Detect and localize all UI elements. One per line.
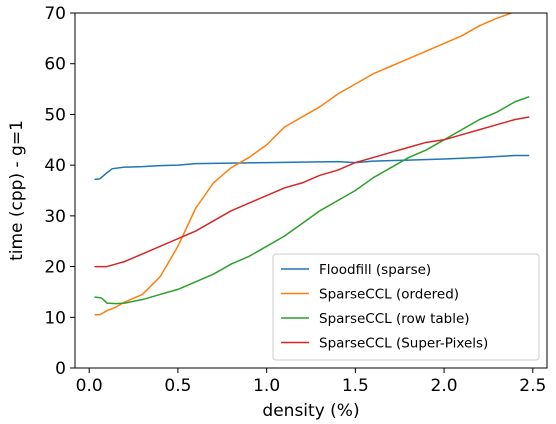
y-tick-label: 30 xyxy=(44,207,66,227)
series-line-1 xyxy=(94,13,512,316)
y-tick-label: 40 xyxy=(44,156,66,176)
legend-label-2: SparseCCL (row table) xyxy=(319,311,470,327)
legend-box xyxy=(272,253,540,361)
y-tick-label: 0 xyxy=(55,359,66,379)
x-tick-label: 1.5 xyxy=(342,376,369,396)
series-line-0 xyxy=(94,154,530,181)
x-tick-label: 1.0 xyxy=(253,376,280,396)
y-tick-label: 60 xyxy=(44,55,66,75)
x-tick-label: 2.0 xyxy=(431,376,458,396)
legend-label-1: SparseCCL (ordered) xyxy=(319,287,459,303)
series-line-2 xyxy=(94,95,530,305)
y-tick-label: 20 xyxy=(44,258,66,278)
y-axis-title: time (cpp) - g=1 xyxy=(7,120,27,261)
x-tick-label: 0.5 xyxy=(164,376,191,396)
x-tick-label: 0.0 xyxy=(76,376,103,396)
series-line-3 xyxy=(94,116,530,268)
y-tick-label: 10 xyxy=(44,308,66,328)
plot-frame xyxy=(74,12,548,369)
axes-layer: 0.0 0.5 1.0 1.5 2.0 2.5 0 10 20 30 40 50 60 70 xyxy=(44,4,548,396)
legend: Floodfill (sparse) SparseCCL (ordered) Spa… xyxy=(272,253,540,361)
series-layer xyxy=(94,13,530,316)
legend-label-3: SparseCCL (Super-Pixels) xyxy=(319,336,488,352)
x-tick-label: 2.5 xyxy=(519,376,546,396)
y-tick-label: 50 xyxy=(44,105,66,125)
x-axis-title: density (%) xyxy=(262,401,359,421)
legend-label-0: Floodfill (sparse) xyxy=(319,262,431,278)
y-tick-label: 70 xyxy=(44,4,66,24)
